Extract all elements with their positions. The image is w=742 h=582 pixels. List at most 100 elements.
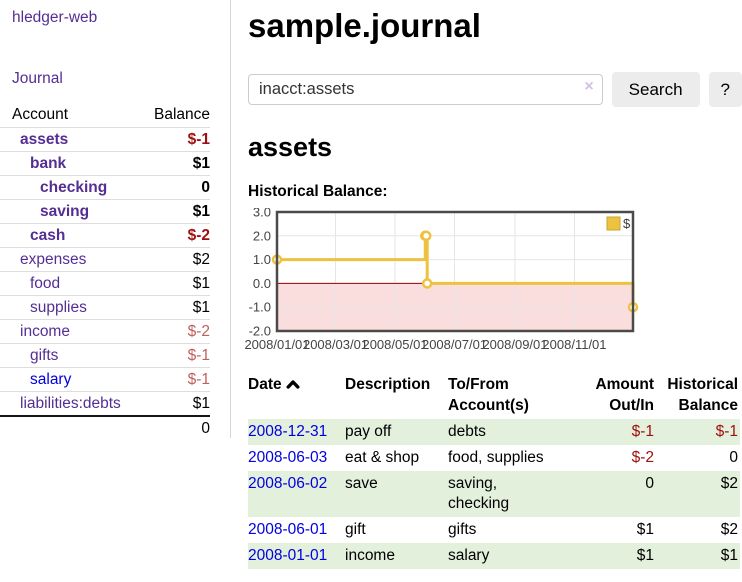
transaction-date-link[interactable]: 2008-12-31: [248, 423, 328, 440]
account-name-cell: checking: [0, 176, 143, 200]
historical-balance-chart[interactable]: $3.0 2.0 1.0 0.0 -1.0 -2.0 2008/01/01 2008/03/0…: [241, 205, 742, 360]
account-link[interactable]: expenses: [20, 251, 87, 268]
account-name-cell: gifts: [0, 344, 143, 368]
legend-swatch: [606, 216, 621, 231]
account-row: checking 0: [0, 175, 210, 200]
register-col-balance: Historical Balance: [667, 376, 738, 414]
account-balance: $1: [192, 395, 210, 412]
account-link[interactable]: saving: [40, 203, 90, 220]
sidebar: hledger-web Journal Account Balance asse…: [0, 0, 231, 438]
transaction-accounts: saving, checking: [448, 475, 510, 512]
account-balance: $2: [192, 251, 210, 268]
sort-ascending-icon: [286, 380, 300, 389]
account-link[interactable]: cash: [30, 227, 66, 244]
legend-label: $: [623, 216, 631, 231]
y-tick-label: -2.0: [249, 324, 271, 339]
transaction-description: save: [345, 475, 378, 492]
account-link[interactable]: food: [30, 275, 61, 292]
chart-title: Historical Balance:: [248, 183, 388, 200]
transaction-row: 2008-12-31 pay off debts $-1 $-1: [248, 419, 740, 445]
account-link[interactable]: supplies: [30, 299, 87, 316]
accounts-col-balance: Balance: [153, 106, 210, 123]
clear-search-icon[interactable]: ×: [584, 78, 594, 95]
account-balance: $1: [192, 203, 210, 220]
transaction-balance: $2: [720, 521, 738, 538]
account-link[interactable]: liabilities:debts: [20, 395, 121, 412]
account-name-cell: assets: [0, 128, 143, 152]
help-button[interactable]: ?: [708, 72, 742, 107]
transaction-row: 2008-01-01 income salary $1 $1: [248, 543, 740, 569]
account-row: bank $1: [0, 151, 210, 176]
account-link[interactable]: bank: [30, 155, 67, 172]
register-col-description: Description: [345, 376, 431, 393]
account-link[interactable]: gifts: [30, 347, 59, 364]
x-tick-label: 2008/01/01: [244, 337, 309, 352]
account-link[interactable]: checking: [40, 179, 108, 196]
account-link[interactable]: income: [20, 323, 70, 340]
account-row: gifts $-1: [0, 343, 210, 368]
account-balance: $1: [192, 299, 210, 316]
account-row: liabilities:debts $1: [0, 391, 210, 417]
transaction-date-link[interactable]: 2008-06-02: [248, 475, 328, 492]
account-name-cell: salary: [0, 368, 143, 392]
transaction-accounts: debts: [448, 423, 486, 440]
register-table-body: 2008-12-31 pay off debts $-1 $-1 2008-06-03 ea…: [248, 419, 740, 569]
accounts-table-body: assets $-1 bank $1 checking 0 saving $1 cash $-2 e…: [0, 127, 210, 417]
x-tick-label: 2008/05/01: [362, 337, 427, 352]
transaction-date-link[interactable]: 2008-06-01: [248, 521, 328, 538]
account-link[interactable]: assets: [20, 131, 69, 148]
search-input[interactable]: [248, 74, 603, 105]
account-row: saving $1: [0, 199, 210, 224]
account-name-cell: expenses: [0, 248, 143, 272]
transaction-date-cell: 2008-06-01: [248, 517, 345, 543]
account-balance: $-2: [187, 227, 210, 244]
transaction-date-link[interactable]: 2008-06-03: [248, 449, 328, 466]
transaction-balance: $1: [720, 547, 738, 564]
account-balance: $1: [192, 155, 210, 172]
transaction-accounts: salary: [448, 547, 490, 564]
register-col-amount: Amount Out/In: [595, 376, 654, 414]
register-col-date-label: Date: [248, 376, 282, 393]
accounts-total-value: 0: [201, 420, 210, 437]
sidebar-item-journal[interactable]: Journal: [12, 70, 63, 87]
account-name-cell: saving: [0, 200, 143, 224]
transaction-date-cell: 2008-12-31: [248, 419, 345, 445]
account-heading: assets: [248, 132, 333, 162]
transaction-amount: $-1: [631, 423, 654, 440]
accounts-total-spacer: [0, 416, 143, 440]
transaction-date-link[interactable]: 2008-01-01: [248, 547, 328, 564]
y-tick-label: 0.0: [253, 276, 271, 291]
search-button[interactable]: Search: [611, 72, 700, 107]
register-col-date[interactable]: Date: [248, 371, 345, 419]
account-link[interactable]: salary: [30, 371, 72, 388]
y-tick-label: 1.0: [253, 252, 271, 267]
app-brand-link[interactable]: hledger-web: [12, 9, 98, 26]
transaction-description: pay off: [345, 423, 392, 440]
transaction-date-cell: 2008-06-03: [248, 445, 345, 471]
account-row: assets $-1: [0, 127, 210, 152]
transaction-description: income: [345, 547, 395, 564]
account-name-cell: bank: [0, 152, 143, 176]
transaction-description: eat & shop: [345, 449, 420, 466]
transaction-balance: 0: [729, 449, 738, 466]
data-point-marker: [420, 230, 432, 242]
transaction-balance: $2: [720, 475, 738, 492]
x-tick-label: 2008/09/01: [482, 337, 547, 352]
transaction-balance: $-1: [715, 423, 738, 440]
transaction-amount: 0: [645, 475, 654, 492]
account-name-cell: liabilities:debts: [0, 392, 143, 417]
x-tick-label: 2008/11/01: [542, 337, 606, 352]
plot-border: [275, 210, 635, 333]
account-row: expenses $2: [0, 247, 210, 272]
account-balance: $-1: [187, 131, 210, 148]
account-row: cash $-2: [0, 223, 210, 248]
account-name-cell: cash: [0, 224, 143, 248]
transaction-accounts: gifts: [448, 521, 477, 538]
account-row: salary $-1: [0, 367, 210, 392]
register-table: Date Description To/From Account(s) Amou…: [248, 371, 740, 569]
y-tick-label: 3.0: [253, 208, 271, 220]
chart-svg[interactable]: $3.0 2.0 1.0 0.0 -1.0 -2.02008/01/012008/03/0…: [241, 205, 741, 360]
transaction-amount: $1: [636, 521, 654, 538]
account-balance: $-2: [187, 323, 210, 340]
register-col-tofrom: To/From Account(s): [448, 376, 529, 414]
